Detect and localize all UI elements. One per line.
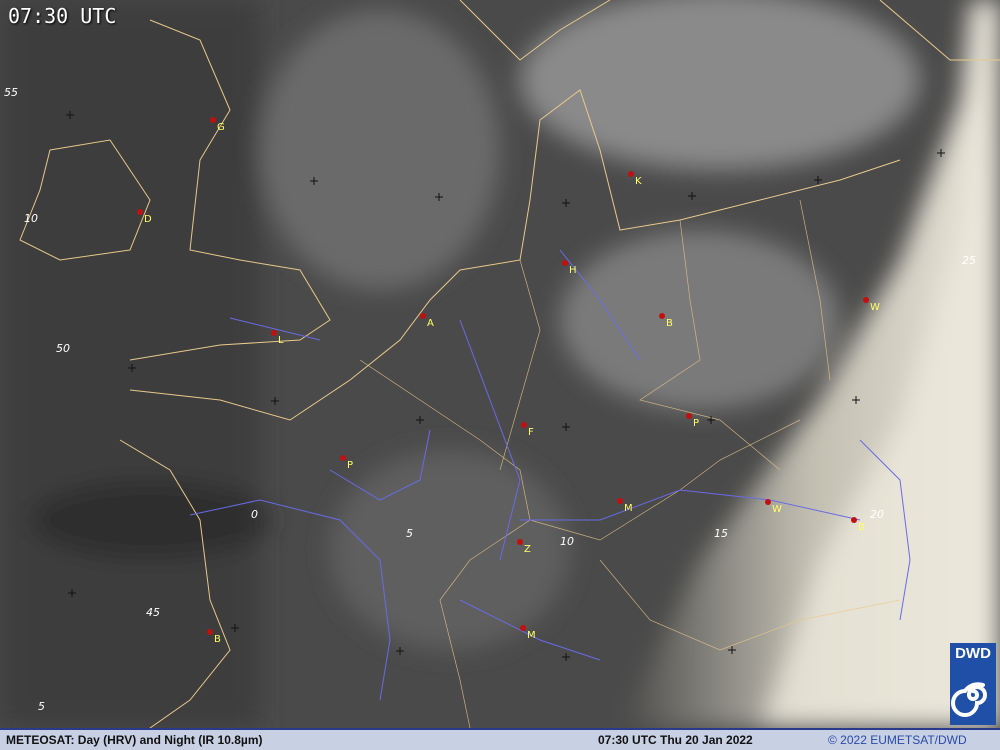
city-marker: D [137, 209, 152, 225]
city-label: K [635, 176, 642, 187]
city-marker: P [340, 455, 353, 471]
city-dot [517, 539, 523, 545]
city-marker: M [617, 498, 633, 514]
product-label: METEOSAT: Day (HRV) and Night (IR 10.8µm… [6, 733, 263, 747]
city-dot [659, 313, 665, 319]
city-label: M [624, 503, 633, 514]
grid-label: 50 [56, 342, 70, 355]
city-marker: Z [517, 539, 531, 555]
city-label: W [870, 302, 880, 313]
city-dot [210, 117, 216, 123]
grid-label: 10 [560, 535, 574, 548]
city-dot [765, 499, 771, 505]
footer-bar: METEOSAT: Day (HRV) and Night (IR 10.8µm… [0, 728, 1000, 750]
datetime-label: 07:30 UTC Thu 20 Jan 2022 [598, 733, 753, 747]
city-marker: L [271, 330, 284, 346]
city-dot [562, 260, 568, 266]
city-dot [521, 422, 527, 428]
city-label: H [569, 265, 577, 276]
city-dot [863, 297, 869, 303]
city-marker: F [521, 422, 534, 438]
city-dot [207, 629, 213, 635]
city-label: P [347, 460, 353, 471]
city-marker: B [851, 517, 865, 533]
city-label: L [278, 335, 284, 346]
city-label: G [217, 122, 225, 133]
city-dot [271, 330, 277, 336]
cloud-layer [0, 0, 1000, 728]
city-label: B [666, 318, 673, 329]
city-label: W [772, 504, 782, 515]
copyright-label: © 2022 EUMETSAT/DWD [828, 733, 967, 747]
city-dot [520, 625, 526, 631]
city-dot [686, 413, 692, 419]
city-dot [617, 498, 623, 504]
dwd-logo: DWD [950, 643, 996, 725]
city-marker: M [520, 625, 536, 641]
grid-label: 10 [24, 212, 38, 225]
coastlines [19, 0, 1000, 728]
grid-label: 0 [251, 508, 258, 521]
grid-label: 55 [4, 86, 18, 99]
grid-label: 45 [146, 606, 160, 619]
time-label: 07:30 UTC [8, 4, 117, 28]
city-dot [420, 313, 426, 319]
city-label: A [427, 318, 434, 329]
city-marker: B [207, 629, 221, 645]
grid-label: 5 [406, 527, 413, 540]
city-marker: B [659, 313, 673, 329]
city-dot [628, 171, 634, 177]
city-label: B [858, 522, 865, 533]
city-marker: H [562, 260, 577, 276]
city-marker: W [765, 499, 782, 515]
city-label: P [693, 418, 699, 429]
city-label: F [528, 427, 534, 438]
city-label: D [144, 214, 152, 225]
city-label: B [214, 634, 221, 645]
city-dot [851, 517, 857, 523]
city-label: M [527, 630, 536, 641]
grid-label: 5 [38, 700, 45, 713]
grid-crosses [66, 111, 945, 661]
rivers [189, 249, 911, 701]
logo-text: DWD [955, 645, 991, 662]
city-marker: A [420, 313, 434, 329]
city-marker: K [628, 171, 642, 187]
grid-label: 20 [870, 508, 884, 521]
city-dot [340, 455, 346, 461]
city-marker: W [863, 297, 880, 313]
grid-label: 15 [714, 527, 728, 540]
city-dot [137, 209, 143, 215]
city-marker: P [686, 413, 699, 429]
spiral-icon [951, 682, 987, 717]
city-marker: G [210, 117, 225, 133]
grid-label: 25 [962, 254, 976, 267]
city-label: Z [524, 544, 531, 555]
